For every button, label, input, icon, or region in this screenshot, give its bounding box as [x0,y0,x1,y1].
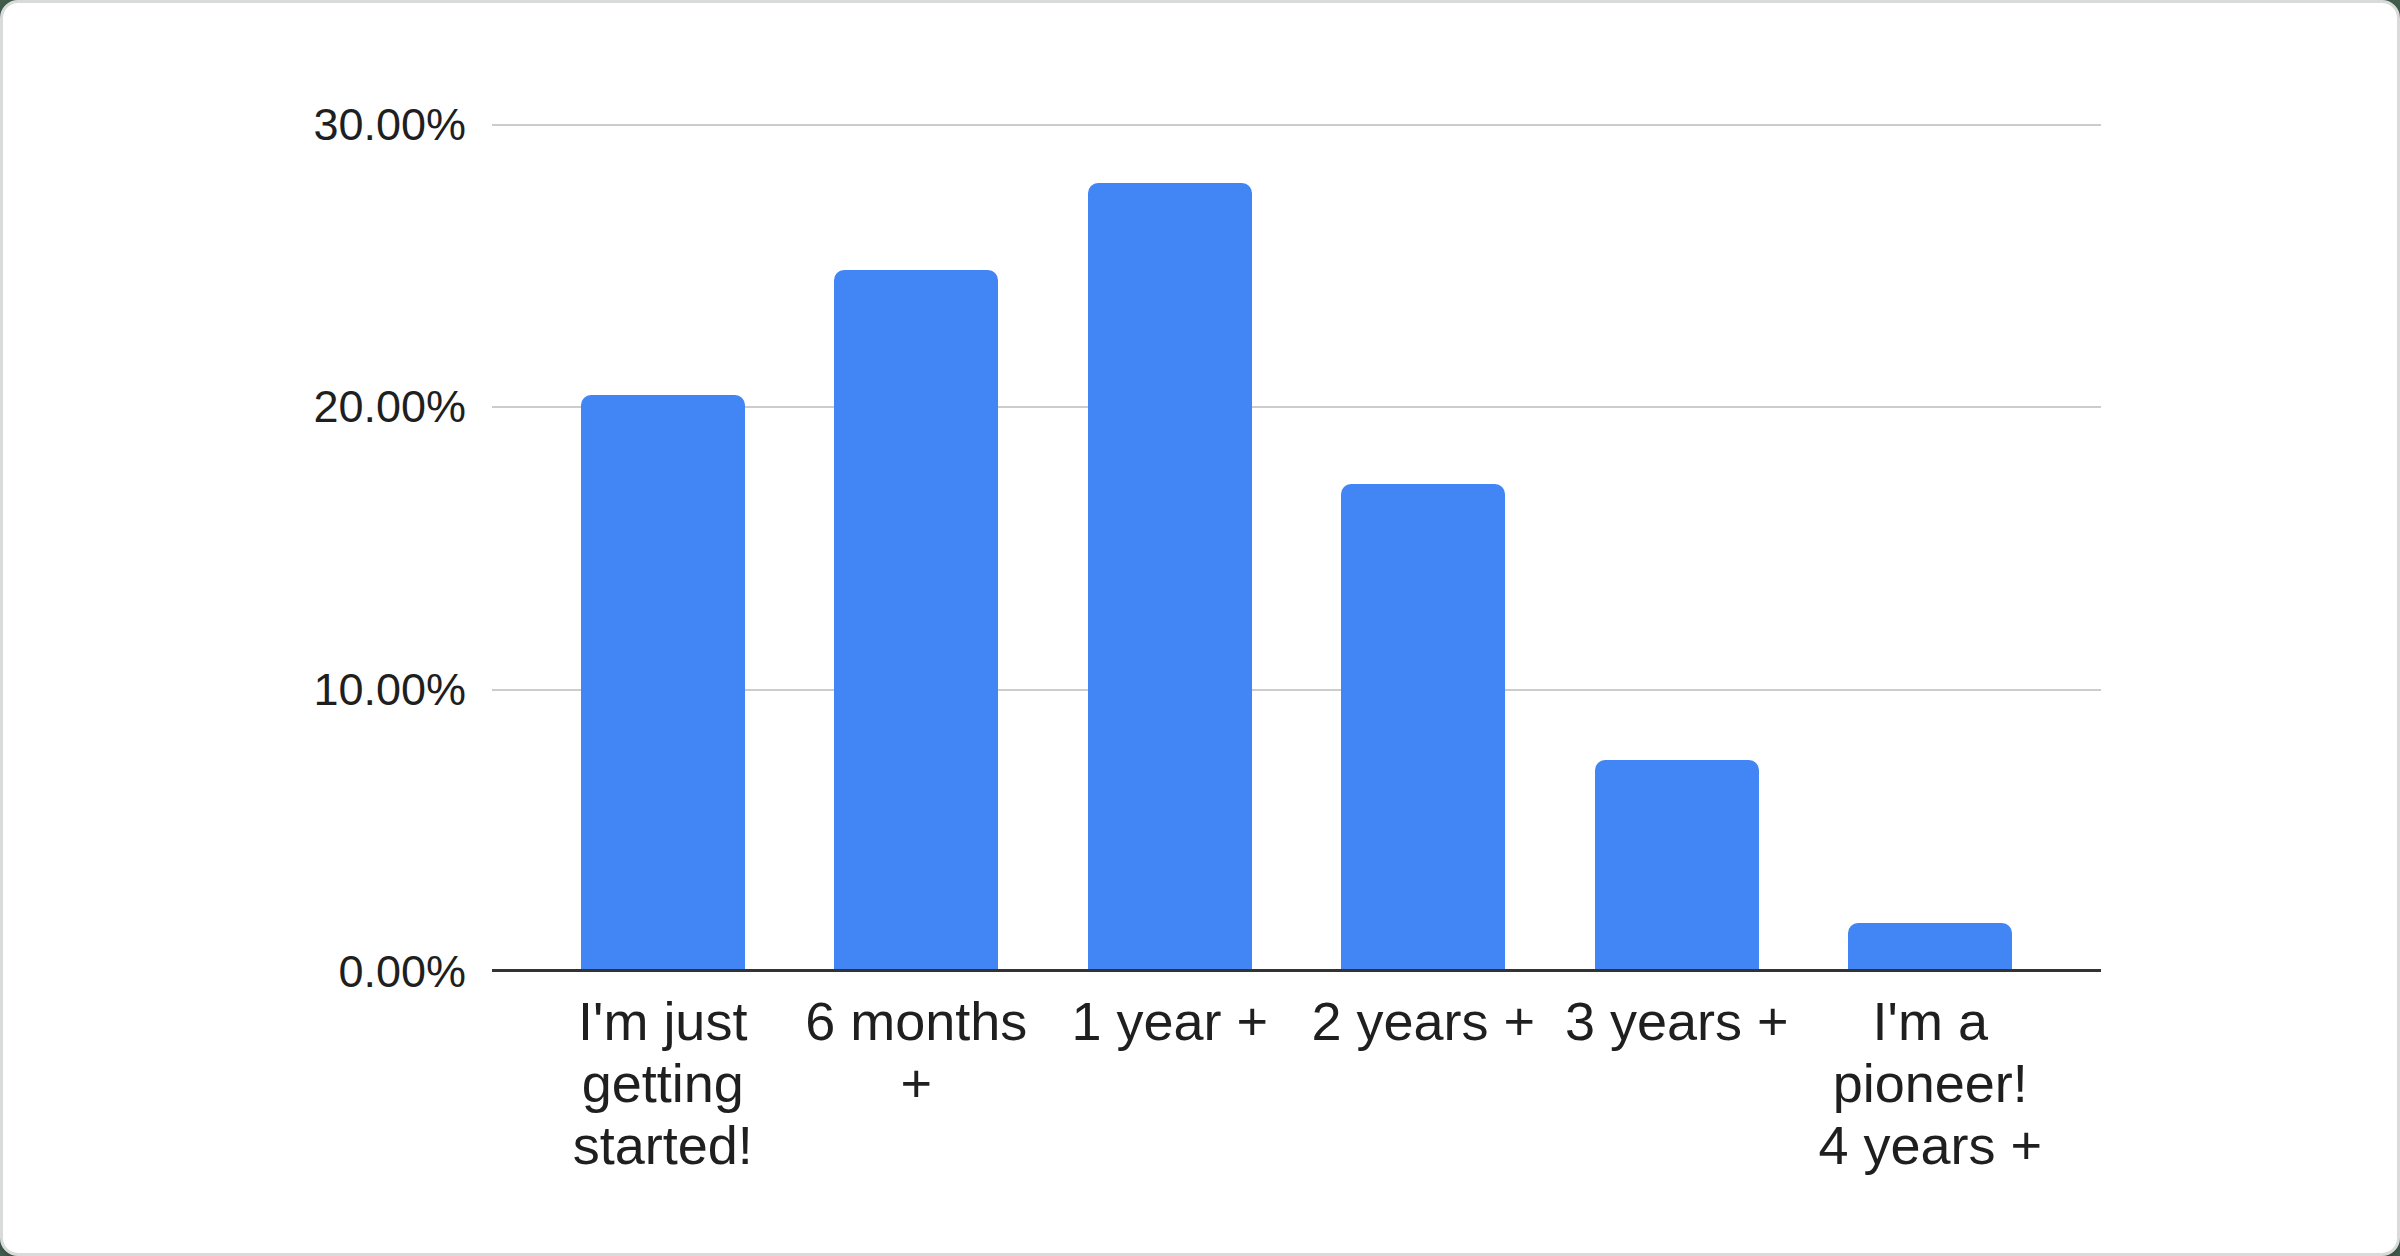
bar-2 [1088,183,1252,972]
chart-card: 30.00% 20.00% 10.00% 0.00% I'm justgettings… [0,0,2400,1256]
x-category-label-line: 3 years + [1550,990,1804,1052]
x-category-label-line: 2 years + [1297,990,1551,1052]
y-tick-label: 10.00% [3,659,466,721]
y-tick-label: 0.00% [3,941,466,1003]
x-category-label: 6 months+ [790,990,1044,1176]
x-category-label-line: 4 years + [1804,1114,2058,1176]
bar-band [1804,125,2058,972]
x-category-label-line: I'm just [536,990,790,1052]
bar-1 [834,270,998,972]
x-category-label-line: + [790,1052,1044,1114]
bar-5 [1848,923,2012,972]
x-category-label-line: 6 months [790,990,1044,1052]
x-category-label-line: started! [536,1114,790,1176]
x-category-label: 1 year + [1043,990,1297,1176]
bar-series [492,125,2101,972]
bar-3 [1341,484,1505,972]
plot-area [492,125,2101,972]
x-category-label: I'm justgettingstarted! [536,990,790,1176]
x-category-label: I'm apioneer!4 years + [1804,990,2058,1176]
bar-4 [1595,760,1759,972]
y-axis-labels: 30.00% 20.00% 10.00% 0.00% [3,3,466,1256]
x-category-label-line: I'm a [1804,990,2058,1052]
y-tick-label: 20.00% [3,376,466,438]
x-category-label-line: 1 year + [1043,990,1297,1052]
bar-band [1550,125,1804,972]
bar-0 [581,395,745,972]
bar-band [536,125,790,972]
x-category-label-line: getting [536,1052,790,1114]
x-category-label: 2 years + [1297,990,1551,1176]
y-tick-label: 30.00% [3,94,466,156]
bar-band [790,125,1044,972]
x-category-label: 3 years + [1550,990,1804,1176]
x-axis-labels: I'm justgettingstarted!6 months+1 year +… [492,990,2101,1176]
bar-band [1043,125,1297,972]
x-category-label-line: pioneer! [1804,1052,2058,1114]
x-axis-line [492,969,2101,972]
bar-band [1297,125,1551,972]
